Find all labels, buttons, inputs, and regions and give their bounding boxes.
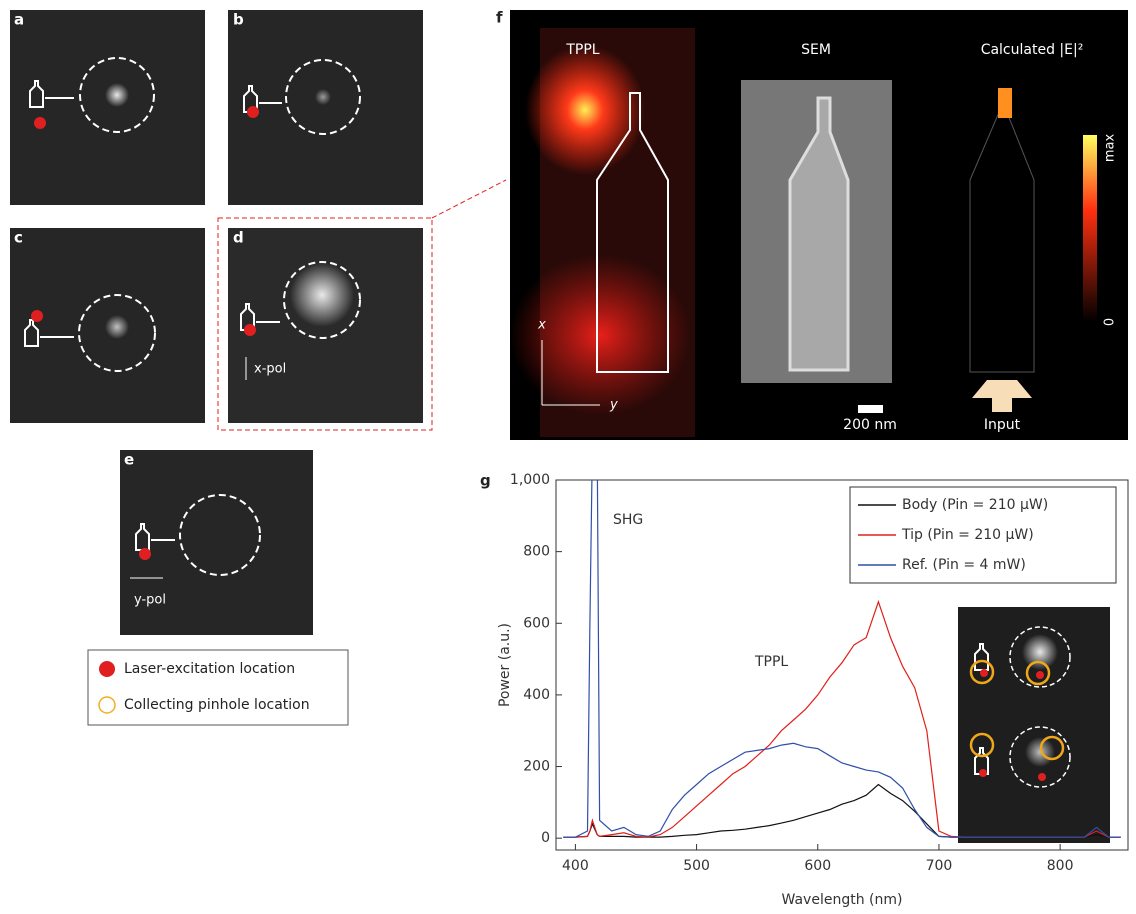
image-title: TPPL — [565, 42, 599, 58]
input-label: Input — [984, 417, 1021, 433]
x-tick-label: 800 — [1047, 858, 1074, 874]
y-tick-label: 0 — [541, 830, 550, 846]
panels-a-e: a b c d e x-pol y-pol Laser-excitation l… — [10, 10, 507, 726]
legend-label: Collecting pinhole location — [124, 697, 310, 713]
legend-label: Ref. (Pin = 4 mW) — [902, 557, 1026, 573]
image-title: Calculated |E|² — [981, 42, 1084, 58]
x-tick-label: 500 — [683, 858, 710, 874]
y-axis-label: Power (a.u.) — [497, 623, 513, 707]
panel-label: d — [233, 229, 244, 247]
image-title: SEM — [801, 42, 831, 58]
x-tick-label: 400 — [562, 858, 589, 874]
y-tick-label: 800 — [523, 544, 550, 560]
legend-label: Body (Pin = 210 μW) — [902, 497, 1048, 513]
annotation: SHG — [613, 512, 643, 528]
panel-label: a — [14, 11, 24, 29]
axis-label: x — [537, 318, 546, 333]
y-tick-label: 1,000 — [510, 472, 550, 488]
x-axis-label: Wavelength (nm) — [782, 892, 903, 908]
panel-g: g 0 200 400 600 800 1,000 400 500 600 700 800 Wavel… — [480, 472, 1129, 908]
axis-label: y — [609, 398, 618, 413]
legend-label: Laser-excitation location — [124, 661, 295, 677]
y-tick-label: 200 — [523, 759, 550, 775]
x-tick-label: 600 — [804, 858, 831, 874]
scale-bar-label: 200 nm — [843, 417, 897, 433]
series-line — [563, 480, 1121, 838]
panel-f: f TPPL SEM Calculated |E|² max 0 x y 200… — [496, 9, 1128, 440]
colorbar-label: max — [1103, 134, 1118, 163]
y-tick-label: 400 — [523, 687, 550, 703]
annotation: TPPL — [754, 654, 788, 670]
panel-label: f — [496, 9, 503, 27]
legend-label: Tip (Pin = 210 μW) — [901, 527, 1034, 543]
y-tick-label: 600 — [523, 615, 550, 631]
panel-label: c — [14, 229, 23, 247]
plot-frame — [555, 479, 1129, 851]
polarization-label: y-pol — [134, 593, 166, 608]
panel-label: g — [480, 472, 491, 490]
colorbar-label: 0 — [1103, 318, 1118, 326]
panel-label: b — [233, 11, 244, 29]
polarization-label: x-pol — [254, 362, 286, 377]
panel-label: e — [124, 451, 134, 469]
x-tick-label: 700 — [926, 858, 953, 874]
